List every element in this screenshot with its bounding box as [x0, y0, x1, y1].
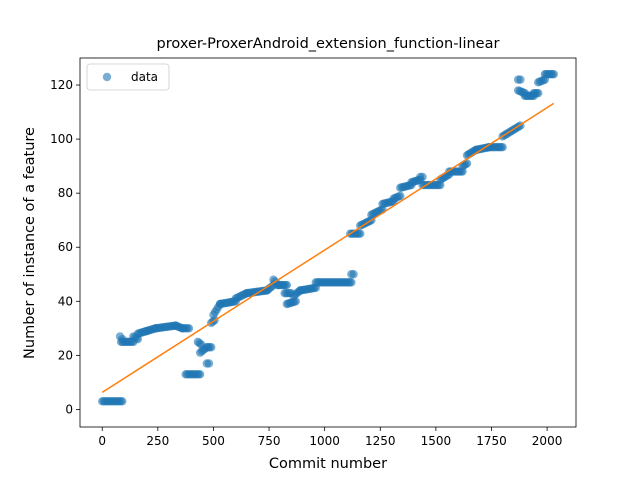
legend: data: [86, 63, 170, 91]
data-point: [462, 159, 472, 168]
y-axis-label: Number of instance of a feature: [22, 127, 38, 359]
x-tick-label: 0: [98, 434, 106, 448]
data-point: [349, 270, 358, 279]
data-point: [118, 397, 127, 406]
data-point: [549, 70, 558, 79]
y-tick-label: 40: [58, 294, 73, 308]
x-tick-label: 1500: [421, 434, 452, 448]
legend-box: [86, 63, 170, 91]
data-point: [195, 370, 205, 379]
data-point: [418, 172, 427, 182]
x-tick-label: 250: [146, 434, 169, 448]
data-point: [347, 278, 356, 287]
x-tick-label: 2000: [532, 434, 563, 448]
x-tick-label: 1000: [309, 434, 340, 448]
x-axis-label: Commit number: [269, 456, 387, 472]
y-tick-label: 20: [58, 348, 73, 362]
data-point: [396, 191, 405, 201]
data-point: [356, 229, 365, 238]
data-point: [207, 343, 216, 352]
y-tick-label: 60: [58, 240, 73, 254]
x-tick-label: 1250: [365, 434, 396, 448]
y-tick-label: 120: [50, 78, 73, 92]
x-tick-label: 500: [202, 434, 225, 448]
data-point: [184, 324, 194, 333]
data-points: [98, 70, 558, 406]
legend-marker: [102, 72, 112, 82]
y-tick-label: 0: [65, 402, 73, 416]
x-tick-label: 750: [258, 434, 281, 448]
x-tick-label: 1750: [476, 434, 507, 448]
data-point: [533, 88, 543, 98]
y-tick-label: 80: [58, 186, 73, 200]
axes-frame: [79, 57, 577, 428]
data-point: [498, 143, 507, 152]
data-point: [204, 359, 214, 368]
chart-title: proxer-ProxerAndroid_extension_function-…: [157, 36, 500, 52]
legend-label: data: [131, 70, 158, 84]
data-point: [516, 75, 525, 84]
data-point: [282, 280, 292, 290]
y-tick-label: 100: [50, 132, 73, 146]
fit-line: [101, 102, 555, 394]
